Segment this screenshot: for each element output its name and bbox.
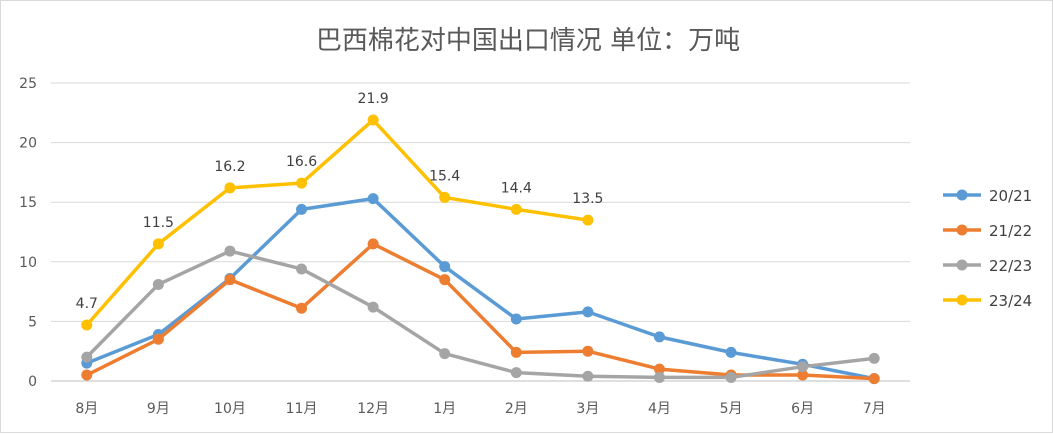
data-point: [653, 331, 665, 343]
data-point: [653, 371, 665, 383]
data-point: [152, 278, 164, 290]
data-point: [81, 369, 93, 381]
legend-marker: [956, 259, 968, 271]
series-line-20-21: [85, 196, 876, 381]
y-tick-label: 20: [19, 136, 37, 152]
legend-marker: [956, 189, 968, 201]
data-point: [224, 245, 236, 257]
x-tick-label: 1月: [433, 401, 456, 417]
data-point: [296, 177, 308, 189]
data-point: [439, 274, 451, 286]
data-point: [582, 306, 594, 318]
legend-label: 22/23: [989, 257, 1032, 275]
x-tick-label: 11月: [286, 401, 318, 417]
data-point: [439, 261, 451, 273]
data-point: [152, 238, 164, 250]
data-point: [296, 263, 308, 275]
x-tick-label: 3月: [576, 401, 599, 417]
data-point: [367, 238, 379, 250]
legend-label: 21/22: [989, 222, 1032, 240]
legend: 20/21 21/22 22/23 23/24: [943, 187, 1032, 310]
data-label: 15.4: [429, 168, 460, 184]
data-label: 13.5: [572, 191, 603, 207]
data-point: [81, 351, 93, 363]
series-line-23-24: [85, 118, 590, 327]
data-point: [367, 114, 379, 126]
legend-label: 23/24: [989, 292, 1032, 310]
data-label: 16.2: [214, 159, 245, 175]
y-tick-label: 10: [19, 255, 37, 271]
legend-marker: [956, 224, 968, 236]
data-point: [439, 191, 451, 203]
data-point: [510, 346, 522, 358]
data-point: [868, 373, 880, 385]
data-label: 21.9: [358, 91, 389, 107]
data-point: [582, 345, 594, 357]
data-point: [725, 371, 737, 383]
y-tick-label: 0: [28, 374, 37, 390]
gridlines: [51, 82, 910, 382]
x-tick-label: 12月: [357, 401, 389, 417]
series-line-22-23: [85, 249, 876, 380]
data-point: [510, 313, 522, 325]
data-label: 4.7: [76, 296, 98, 312]
chart-title: 巴西棉花对中国出口情况 单位：万吨: [316, 26, 740, 56]
x-tick-label: 6月: [791, 401, 814, 417]
x-tick-label: 2月: [505, 401, 528, 417]
data-point: [224, 274, 236, 286]
x-tick-label: 9月: [147, 401, 170, 417]
data-point: [510, 367, 522, 379]
data-point: [367, 301, 379, 313]
data-point: [152, 333, 164, 345]
data-label: 11.5: [143, 215, 174, 231]
data-point: [81, 319, 93, 331]
data-point: [653, 363, 665, 375]
data-point: [296, 302, 308, 314]
data-label: 16.6: [286, 154, 317, 170]
legend-marker: [956, 294, 968, 306]
data-point: [797, 361, 809, 373]
x-tick-label: 10月: [214, 401, 246, 417]
x-tick-label: 7月: [863, 401, 886, 417]
data-label: 14.4: [501, 180, 532, 196]
data-labels: 4.7 11.5 16.2 16.6 21.9 15.4 14.4 13.5: [76, 91, 604, 312]
data-point: [439, 348, 451, 360]
y-tick-label: 5: [28, 314, 37, 330]
data-point: [224, 182, 236, 194]
data-point: [510, 203, 522, 215]
legend-label: 20/21: [989, 187, 1032, 205]
y-tick-label: 15: [19, 195, 37, 211]
data-point: [582, 370, 594, 382]
x-tick-label: 8月: [75, 401, 98, 417]
data-point: [725, 346, 737, 358]
data-point: [367, 193, 379, 205]
x-tick-label: 5月: [720, 401, 743, 417]
data-point: [582, 214, 594, 226]
data-point: [868, 352, 880, 364]
data-point: [296, 203, 308, 215]
y-tick-label: 25: [19, 76, 37, 92]
axes: 0 5 10 15 20 25 8月 9月 10月 11月 12月 1月 2月 3月 4月 5月 6月 7月: [19, 76, 885, 417]
x-tick-label: 4月: [648, 401, 671, 417]
series-lines: [81, 114, 880, 385]
data-point: [797, 369, 809, 381]
